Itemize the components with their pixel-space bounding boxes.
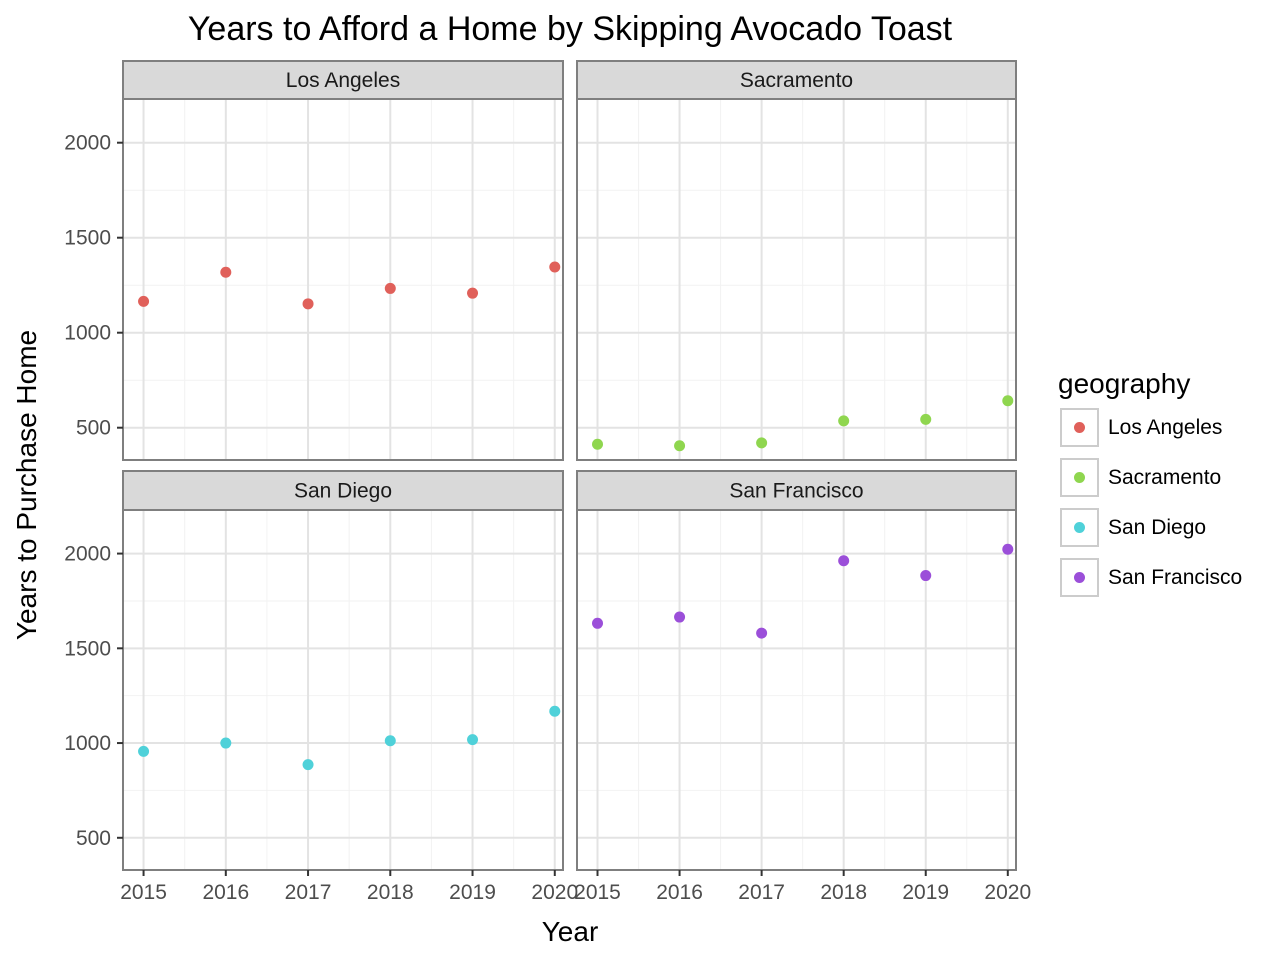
y-tick-label: 500 — [76, 827, 111, 850]
data-point — [467, 734, 479, 746]
y-tick-label: 500 — [76, 417, 111, 440]
data-point — [674, 440, 686, 452]
data-point — [920, 570, 932, 582]
y-tick-label: 2000 — [64, 132, 111, 155]
data-point — [756, 437, 768, 449]
legend-item: Sacramento — [1060, 458, 1221, 497]
x-tick-label: 2015 — [120, 881, 167, 904]
x-tick-label: 2016 — [202, 881, 249, 904]
y-tick-label: 1000 — [64, 732, 111, 755]
data-point — [1002, 395, 1014, 407]
legend-label: San Diego — [1108, 516, 1206, 539]
x-tick-label: 2017 — [738, 881, 785, 904]
x-tick-label: 2016 — [656, 881, 703, 904]
y-tick-label: 1500 — [64, 637, 111, 660]
facet-strip — [576, 60, 1017, 100]
facet-strip — [122, 470, 564, 511]
panel-background — [123, 510, 563, 870]
x-axis-title: Year — [542, 916, 599, 947]
data-point — [838, 555, 850, 567]
legend-marker — [1074, 572, 1085, 583]
x-tick-label: 2020 — [531, 881, 578, 904]
legend-item: Los Angeles — [1060, 408, 1222, 447]
panel-background — [577, 510, 1016, 870]
x-tick-label: 2018 — [820, 881, 867, 904]
legend-title: geography — [1058, 368, 1190, 399]
facet-panels: Los Angeles 500 1000 1500 2000 Sacramento San … — [64, 60, 1031, 904]
panel-background — [123, 99, 563, 460]
data-point — [592, 438, 604, 450]
x-tick-label: 2018 — [367, 881, 414, 904]
legend-key — [1060, 458, 1099, 497]
legend-label: Los Angeles — [1108, 416, 1222, 439]
facet-strip-label: Sacramento — [740, 69, 853, 92]
legend-label: Sacramento — [1108, 466, 1221, 489]
facet-panel: San Francisco 2015 2016 2017 2018 2019 2020 — [574, 470, 1031, 904]
data-point — [220, 266, 232, 278]
legend: geography Los Angeles Sacramento San Diego… — [1058, 368, 1242, 597]
facet-strip — [576, 470, 1017, 511]
y-tick-label: 2000 — [64, 543, 111, 566]
data-point — [467, 287, 479, 299]
facet-strip-label: Los Angeles — [286, 69, 400, 92]
data-point — [674, 611, 686, 623]
x-tick-label: 2019 — [902, 881, 949, 904]
y-tick-label: 1500 — [64, 227, 111, 250]
facet-panel: Sacramento — [576, 60, 1017, 461]
legend-marker — [1074, 522, 1085, 533]
facet-panel: Los Angeles 500 1000 1500 2000 — [64, 60, 564, 461]
legend-label: San Francisco — [1108, 566, 1242, 589]
legend-item: San Diego — [1060, 508, 1206, 547]
data-point — [592, 617, 604, 629]
data-point — [138, 745, 150, 757]
x-tick-label: 2019 — [449, 881, 496, 904]
data-point — [549, 261, 561, 273]
panel-background — [577, 99, 1016, 460]
legend-marker — [1074, 422, 1085, 433]
legend-item: San Francisco — [1060, 558, 1242, 597]
x-tick-label: 2017 — [285, 881, 332, 904]
chart-title: Years to Afford a Home by Skipping Avoca… — [188, 10, 953, 48]
x-tick-label: 2020 — [984, 881, 1031, 904]
data-point — [302, 298, 314, 310]
x-tick-label: 2015 — [574, 881, 621, 904]
facet-strip-label: San Diego — [294, 480, 392, 503]
y-tick-label: 1000 — [64, 322, 111, 345]
legend-marker — [1074, 472, 1085, 483]
data-point — [384, 735, 396, 747]
data-point — [1002, 543, 1014, 555]
data-point — [549, 705, 561, 717]
data-point — [138, 295, 150, 307]
data-point — [838, 415, 850, 427]
facet-strip-label: San Francisco — [729, 480, 863, 503]
data-point — [220, 737, 232, 749]
facet-panel: San Diego 500 1000 1500 2000 2015 2016 2017 2018… — [64, 470, 578, 904]
facet-strip — [122, 60, 564, 100]
data-point — [384, 282, 396, 294]
data-point — [302, 759, 314, 771]
data-point — [920, 413, 932, 425]
data-point — [756, 627, 768, 639]
y-axis-title: Years to Purchase Home — [11, 330, 42, 640]
